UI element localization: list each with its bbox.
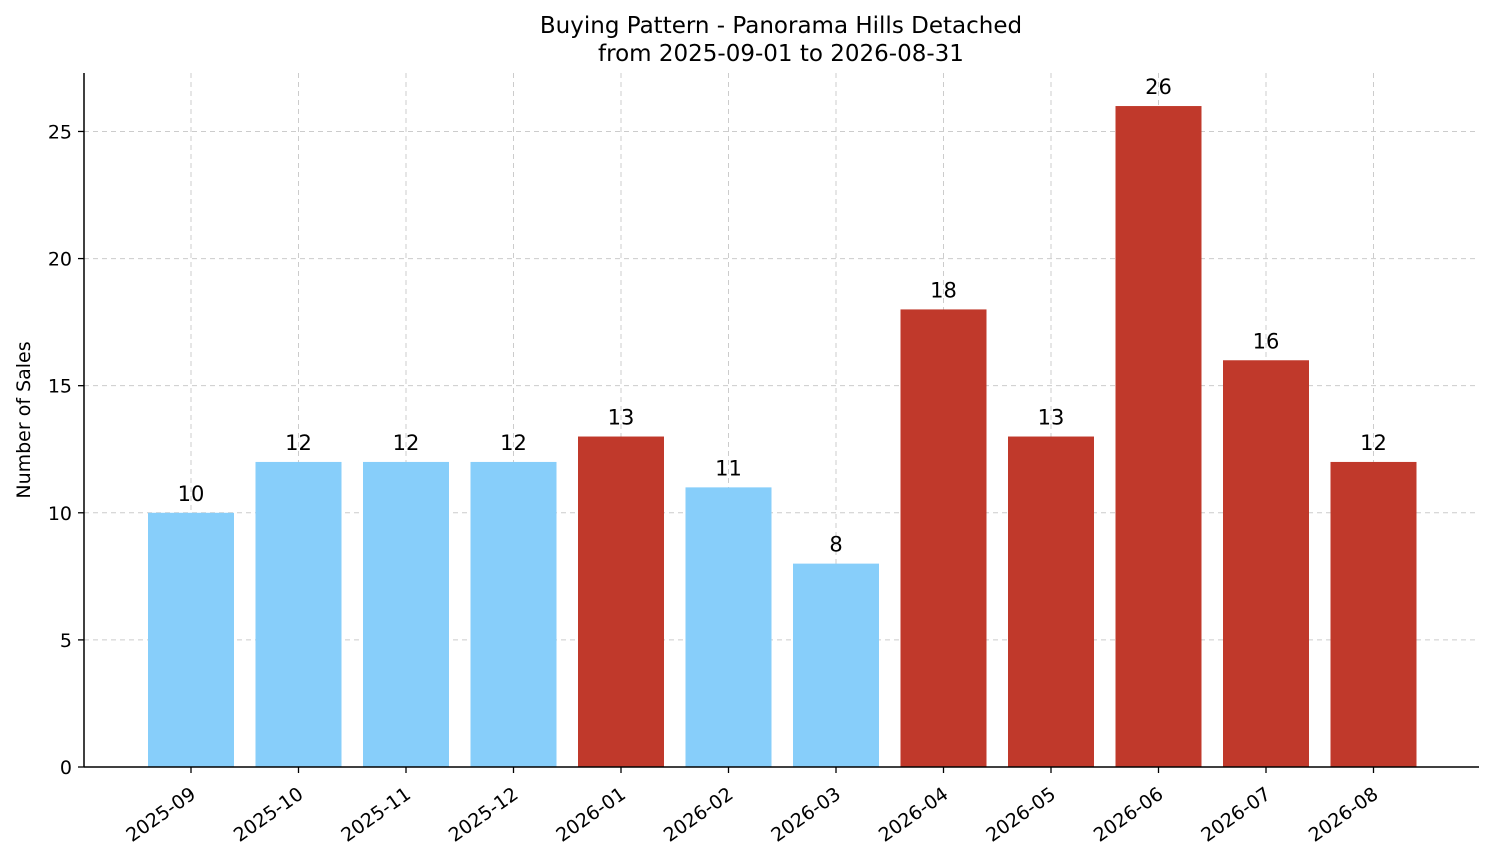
y-axis-label: Number of Sales	[13, 341, 35, 498]
bar-value-label: 12	[500, 431, 527, 455]
x-tick-label: 2025-09	[122, 783, 200, 847]
bar-value-label: 12	[393, 431, 420, 455]
x-tick-label: 2026-06	[1090, 783, 1168, 847]
x-tick-label: 2025-12	[445, 783, 523, 847]
y-tick-label: 25	[48, 121, 72, 143]
y-tick-label: 0	[60, 757, 72, 779]
x-tick-label: 2026-03	[767, 783, 845, 847]
bar	[900, 309, 987, 767]
bar-value-label: 10	[178, 482, 205, 506]
x-tick-label: 2026-02	[660, 783, 738, 847]
bar	[470, 461, 557, 767]
bars	[148, 106, 1417, 768]
x-tick-label: 2026-05	[982, 783, 1060, 847]
bar-value-label: 12	[1360, 431, 1387, 455]
x-tick-label: 2026-08	[1305, 783, 1383, 847]
bar-value-label: 13	[1038, 406, 1065, 430]
x-tick-label: 2025-11	[337, 783, 415, 847]
bar-value-label: 8	[829, 533, 842, 557]
bar-value-label: 26	[1145, 75, 1172, 99]
bar	[578, 436, 664, 767]
x-tick-label: 2026-01	[552, 783, 630, 847]
bar	[685, 487, 772, 767]
bar-value-label: 16	[1253, 329, 1280, 353]
chart-subtitle: from 2025-09-01 to 2026-08-31	[598, 41, 964, 67]
y-tick-label: 20	[48, 249, 72, 271]
y-tick-label: 5	[60, 630, 72, 652]
bar-value-label: 12	[285, 431, 312, 455]
x-tick-label: 2026-07	[1197, 783, 1275, 847]
bar	[1330, 461, 1417, 767]
bar-value-label: 18	[930, 278, 957, 302]
bar	[1223, 360, 1309, 767]
bar	[1115, 106, 1202, 768]
bar	[1008, 436, 1094, 767]
bar	[148, 512, 234, 767]
bar	[363, 461, 449, 767]
bar	[255, 461, 342, 767]
x-tick-label: 2025-10	[230, 783, 308, 847]
data-labels: 10 12 12 12 13 11 8 18 13 26 16 12	[178, 75, 1387, 557]
x-tick-label: 2026-04	[875, 783, 953, 847]
bar	[793, 563, 879, 767]
y-tick-label: 15	[48, 376, 72, 398]
bar-value-label: 13	[608, 406, 635, 430]
bar-value-label: 11	[715, 456, 742, 480]
y-tick-label: 10	[48, 503, 72, 525]
chart-title: Buying Pattern - Panorama Hills Detached	[540, 13, 1022, 39]
